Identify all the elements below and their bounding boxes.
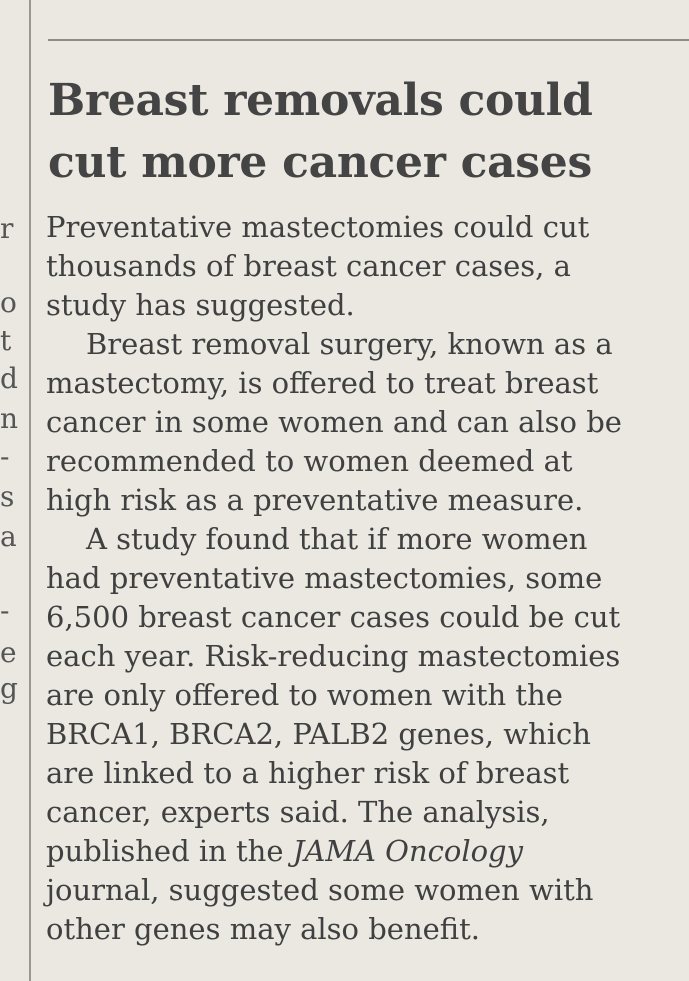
headline-line: cut more cancer cases	[48, 137, 592, 188]
text-line: Preventative mastectomies could cut	[46, 210, 590, 244]
margin-fragment: r	[0, 212, 14, 245]
text-line: are only offered to women with the	[46, 678, 563, 712]
text-line: cancer in some women and can also be	[46, 405, 622, 439]
headline: Breast removals could cut more cancer cas…	[48, 70, 593, 194]
margin-fragment: g	[0, 672, 18, 705]
margin-fragment: n	[0, 402, 19, 435]
text-line: other genes may also benefit.	[46, 912, 480, 946]
article-body: Preventative mastectomies could cut thous…	[46, 208, 622, 949]
text-line: BRCA1, BRCA2, PALB2 genes, which	[46, 717, 591, 751]
top-rule	[48, 39, 689, 41]
text-line: published in the JAMA Oncology	[46, 832, 622, 871]
margin-fragment: s	[0, 480, 15, 513]
margin-fragment: t	[0, 324, 12, 357]
text-line: recommended to women deemed at	[46, 444, 573, 478]
margin-fragment: o	[0, 286, 17, 319]
margin-fragment: -	[0, 594, 10, 627]
text-line: study has suggested.	[46, 288, 355, 322]
text: published in the	[46, 834, 293, 868]
text-line: had preventative mastectomies, some	[46, 561, 603, 595]
margin-fragment: d	[0, 362, 18, 395]
text-line: A study found that if more women	[86, 522, 588, 556]
italic-text: JAMA Oncology	[292, 834, 524, 868]
text-line: cancer, experts said. The analysis,	[46, 795, 550, 829]
text-line: thousands of breast cancer cases, a	[46, 249, 571, 283]
text-line: mastectomy, is offered to treat breast	[46, 366, 599, 400]
margin-fragment: e	[0, 636, 17, 669]
text-line: Breast removal surgery, known as a	[86, 327, 613, 361]
text-line: 6,500 breast cancer cases could be cut	[46, 600, 621, 634]
margin-fragment: -	[0, 440, 10, 473]
text-line: are linked to a higher risk of breast	[46, 756, 570, 790]
margin-fragment: a	[0, 520, 17, 553]
headline-line: Breast removals could	[48, 75, 593, 126]
column-rule	[29, 0, 31, 981]
text-line: journal, suggested some women with	[46, 873, 594, 907]
text-line: high risk as a preventative measure.	[46, 483, 584, 517]
text-line: each year. Risk-reducing mastectomies	[46, 639, 621, 673]
